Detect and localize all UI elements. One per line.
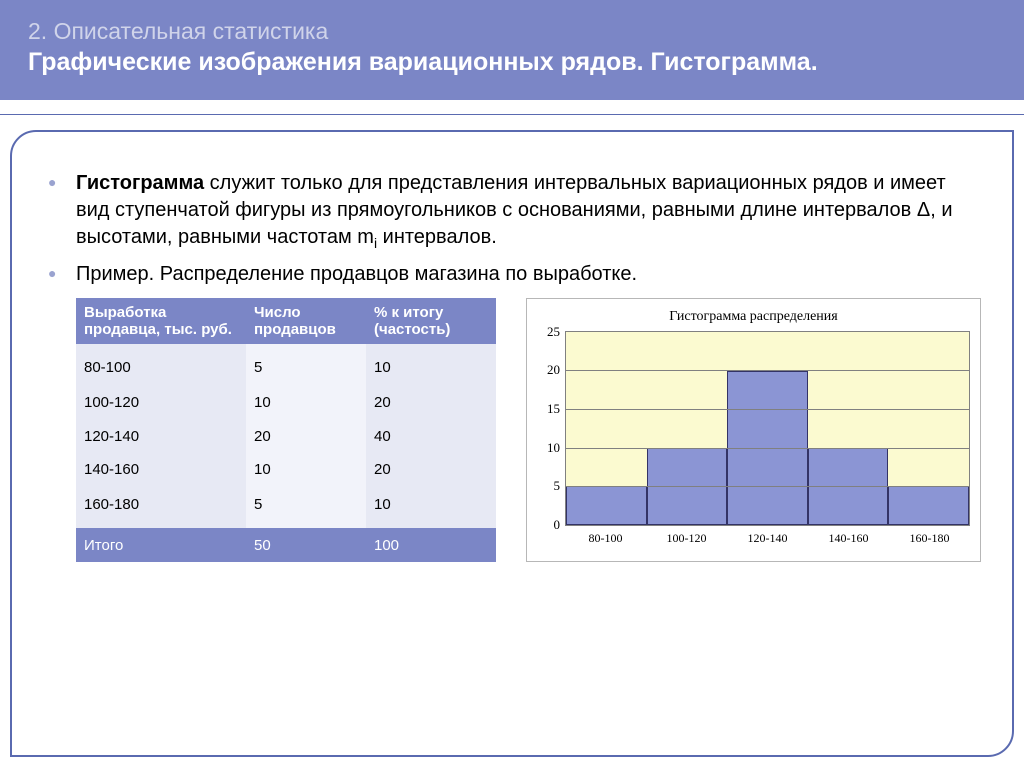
chart-xlabels: 80-100100-120120-140140-160160-180: [565, 531, 970, 546]
bar-slot: [888, 332, 969, 525]
gridline: [566, 486, 969, 487]
bullet-1-tail: интервалов.: [377, 226, 497, 248]
slide-header: 2. Описательная статистика Графические и…: [0, 0, 1024, 100]
table-row: 100-1201020: [76, 386, 496, 419]
table-cell: 10: [246, 386, 366, 419]
chart-plot: 0510152025: [565, 331, 970, 526]
bullet-list: Гистограмма служит только для представле…: [46, 170, 984, 288]
xtick-label: 120-140: [727, 531, 808, 546]
chart-title: Гистограмма распределения: [537, 309, 970, 325]
table-cell: 160-180: [76, 486, 246, 528]
ytick-label: 5: [554, 478, 561, 494]
ytick-label: 15: [547, 401, 560, 417]
section-number: 2. Описательная статистика: [28, 18, 996, 45]
xtick-label: 140-160: [808, 531, 889, 546]
table-cell: 100-120: [76, 386, 246, 419]
gridline: [566, 409, 969, 410]
chart-bar: [566, 486, 647, 525]
gridline: [566, 448, 969, 449]
slide-title: Графические изображения вариационных ряд…: [28, 47, 996, 78]
table-total-cell: 50: [246, 528, 366, 561]
table-total-cell: 100: [366, 528, 496, 561]
th-2: % к итогу (частость): [366, 298, 496, 344]
ytick-label: 0: [554, 517, 561, 533]
gridline: [566, 370, 969, 371]
chart-container: Гистограмма распределения 0510152025 80-…: [526, 298, 981, 562]
table-cell: 120-140: [76, 419, 246, 452]
bar-slot: [727, 332, 808, 525]
table-cell: 5: [246, 486, 366, 528]
ytick-label: 25: [547, 324, 560, 340]
table-cell: 20: [246, 419, 366, 452]
chart-area: 0510152025 80-100100-120120-140140-16016…: [565, 331, 970, 551]
bar-slot: [566, 332, 647, 525]
data-table: Выработка продавца, тыс. руб. Число прод…: [76, 298, 496, 562]
table-cell: 10: [246, 453, 366, 486]
table-row: 80-100510: [76, 344, 496, 386]
table-row: 140-1601020: [76, 453, 496, 486]
xtick-label: 160-180: [889, 531, 970, 546]
table-cell: 80-100: [76, 344, 246, 386]
xtick-label: 100-120: [646, 531, 727, 546]
bullet-2: Пример. Распределение продавцов магазина…: [76, 261, 984, 288]
table-row: 120-1402040: [76, 419, 496, 452]
table-cell: 40: [366, 419, 496, 452]
table-cell: 5: [246, 344, 366, 386]
table-row: 160-180510: [76, 486, 496, 528]
ytick-label: 10: [547, 440, 560, 456]
chart-bars: [566, 332, 969, 525]
table-header-row: Выработка продавца, тыс. руб. Число прод…: [76, 298, 496, 344]
table-total-row: Итого50100: [76, 528, 496, 561]
bullet-1-term: Гистограмма: [76, 172, 204, 194]
table-cell: 10: [366, 486, 496, 528]
table-cell: 10: [366, 344, 496, 386]
bullet-1: Гистограмма служит только для представле…: [76, 170, 984, 253]
th-0: Выработка продавца, тыс. руб.: [76, 298, 246, 344]
table-cell: 140-160: [76, 453, 246, 486]
bullet-1-text: служит только для представления интервал…: [76, 172, 953, 248]
ytick-label: 20: [547, 362, 560, 378]
xtick-label: 80-100: [565, 531, 646, 546]
content-area: Гистограмма служит только для представле…: [46, 170, 984, 562]
th-1: Число продавцов: [246, 298, 366, 344]
chart-bar: [888, 486, 969, 525]
table-cell: 20: [366, 453, 496, 486]
divider: [0, 114, 1024, 115]
table-total-cell: Итого: [76, 528, 246, 561]
bar-slot: [647, 332, 728, 525]
bar-slot: [808, 332, 889, 525]
lower-row: Выработка продавца, тыс. руб. Число прод…: [46, 298, 984, 562]
table-cell: 20: [366, 386, 496, 419]
